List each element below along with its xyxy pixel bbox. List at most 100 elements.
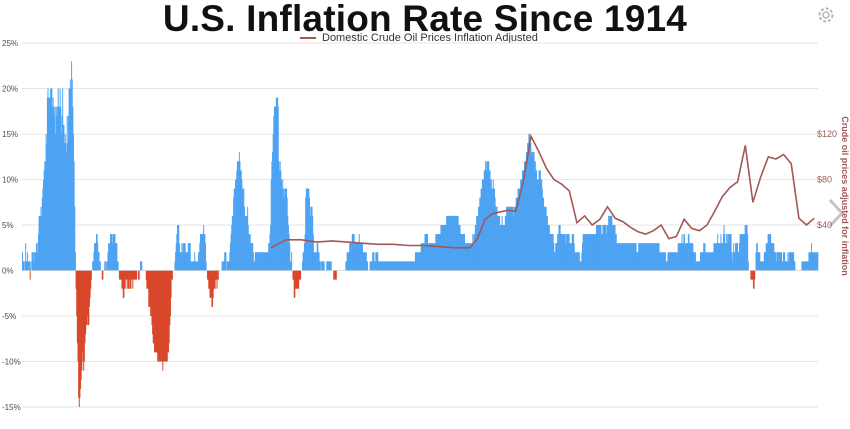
inflation-bar — [721, 243, 723, 271]
inflation-bar — [485, 161, 487, 271]
inflation-bar — [773, 252, 775, 271]
inflation-bar — [69, 88, 71, 271]
inflation-bar — [752, 270, 754, 280]
inflation-bar — [629, 243, 631, 271]
inflation-bar — [60, 106, 62, 271]
inflation-bar — [302, 252, 304, 271]
inflation-bar — [178, 225, 180, 271]
inflation-bar — [230, 234, 232, 271]
inflation-bar — [697, 261, 699, 271]
inflation-bar — [210, 270, 212, 298]
inflation-bar — [607, 225, 609, 271]
inflation-bar — [763, 261, 765, 271]
inflation-bar — [304, 234, 306, 271]
inflation-bar — [196, 261, 198, 271]
inflation-bar — [549, 234, 551, 271]
inflation-bar — [425, 234, 427, 271]
inflation-bar — [507, 206, 509, 271]
inflation-bar — [366, 261, 368, 271]
inflation-bar — [141, 261, 143, 271]
inflation-bar — [383, 261, 384, 271]
inflation-bar — [403, 261, 405, 271]
inflation-bar — [164, 270, 166, 362]
inflation-bar — [261, 252, 263, 271]
inflation-bar — [808, 252, 810, 271]
inflation-bar — [717, 243, 719, 271]
inflation-bar — [250, 243, 252, 271]
inflation-bar — [262, 252, 264, 271]
inflation-bar — [660, 252, 662, 271]
inflation-bar — [701, 252, 703, 271]
inflation-bar — [160, 270, 162, 362]
inflation-bar — [56, 115, 58, 271]
inflation-bar — [811, 252, 813, 271]
inflation-bar — [125, 270, 127, 280]
inflation-bar — [474, 234, 476, 271]
inflation-bar — [815, 252, 817, 271]
inflation-bar — [159, 270, 161, 362]
inflation-bar — [222, 261, 224, 271]
inflation-bar — [74, 206, 76, 271]
inflation-bar — [87, 270, 89, 316]
inflation-bar — [106, 261, 108, 271]
chevron-right-icon[interactable] — [824, 196, 848, 230]
inflation-bar — [751, 270, 753, 280]
inflation-bar — [414, 261, 416, 271]
inflation-bar — [28, 261, 30, 271]
inflation-bar — [527, 143, 529, 271]
inflation-bar — [691, 243, 693, 271]
inflation-bar — [260, 252, 262, 271]
inflation-bar — [122, 270, 124, 298]
inflation-bar — [134, 270, 136, 280]
inflation-bar — [493, 188, 495, 271]
inflation-bar — [360, 243, 362, 271]
inflation-bar — [619, 243, 621, 271]
inflation-bar — [515, 206, 517, 271]
inflation-bar — [631, 243, 633, 271]
inflation-bar — [761, 261, 763, 271]
inflation-bar — [648, 243, 650, 271]
inflation-bar — [389, 261, 391, 271]
inflation-bar — [257, 252, 259, 271]
inflation-bar — [87, 270, 89, 326]
inflation-bar — [495, 206, 497, 271]
inflation-bar — [276, 97, 278, 271]
inflation-bar — [327, 261, 329, 271]
inflation-bar — [383, 261, 385, 271]
inflation-bar — [538, 179, 539, 271]
inflation-bar — [756, 243, 758, 271]
inflation-bar — [367, 261, 369, 271]
inflation-bar — [601, 234, 603, 271]
inflation-bar — [63, 124, 65, 271]
inflation-bar — [768, 234, 770, 271]
inflation-bar — [120, 270, 122, 280]
inflation-bar — [746, 225, 748, 271]
inflation-bar — [728, 234, 730, 271]
inflation-bar — [624, 243, 626, 271]
inflation-bar — [728, 234, 730, 271]
inflation-bar — [423, 243, 425, 271]
inflation-bar — [148, 270, 150, 307]
y-tick-label: -15% — [2, 403, 21, 412]
inflation-bar — [764, 252, 766, 271]
inflation-bar — [243, 188, 245, 271]
inflation-bar — [583, 234, 585, 271]
inflation-bar — [777, 252, 779, 271]
gear-icon[interactable] — [816, 5, 836, 25]
inflation-bar — [112, 234, 114, 271]
inflation-bar — [236, 170, 238, 271]
inflation-bar — [555, 243, 557, 271]
inflation-bar — [641, 243, 643, 271]
inflation-bar — [701, 252, 703, 271]
y-tick-label: 5% — [2, 221, 14, 230]
inflation-bar — [97, 243, 99, 271]
inflation-bar — [655, 243, 657, 271]
inflation-bar — [790, 252, 792, 271]
inflation-bar — [162, 270, 164, 362]
inflation-bar — [606, 225, 608, 271]
inflation-bar — [565, 243, 567, 271]
inflation-bar — [448, 215, 450, 271]
inflation-bar — [758, 252, 760, 271]
inflation-bar — [692, 252, 694, 271]
inflation-bar — [453, 215, 455, 271]
